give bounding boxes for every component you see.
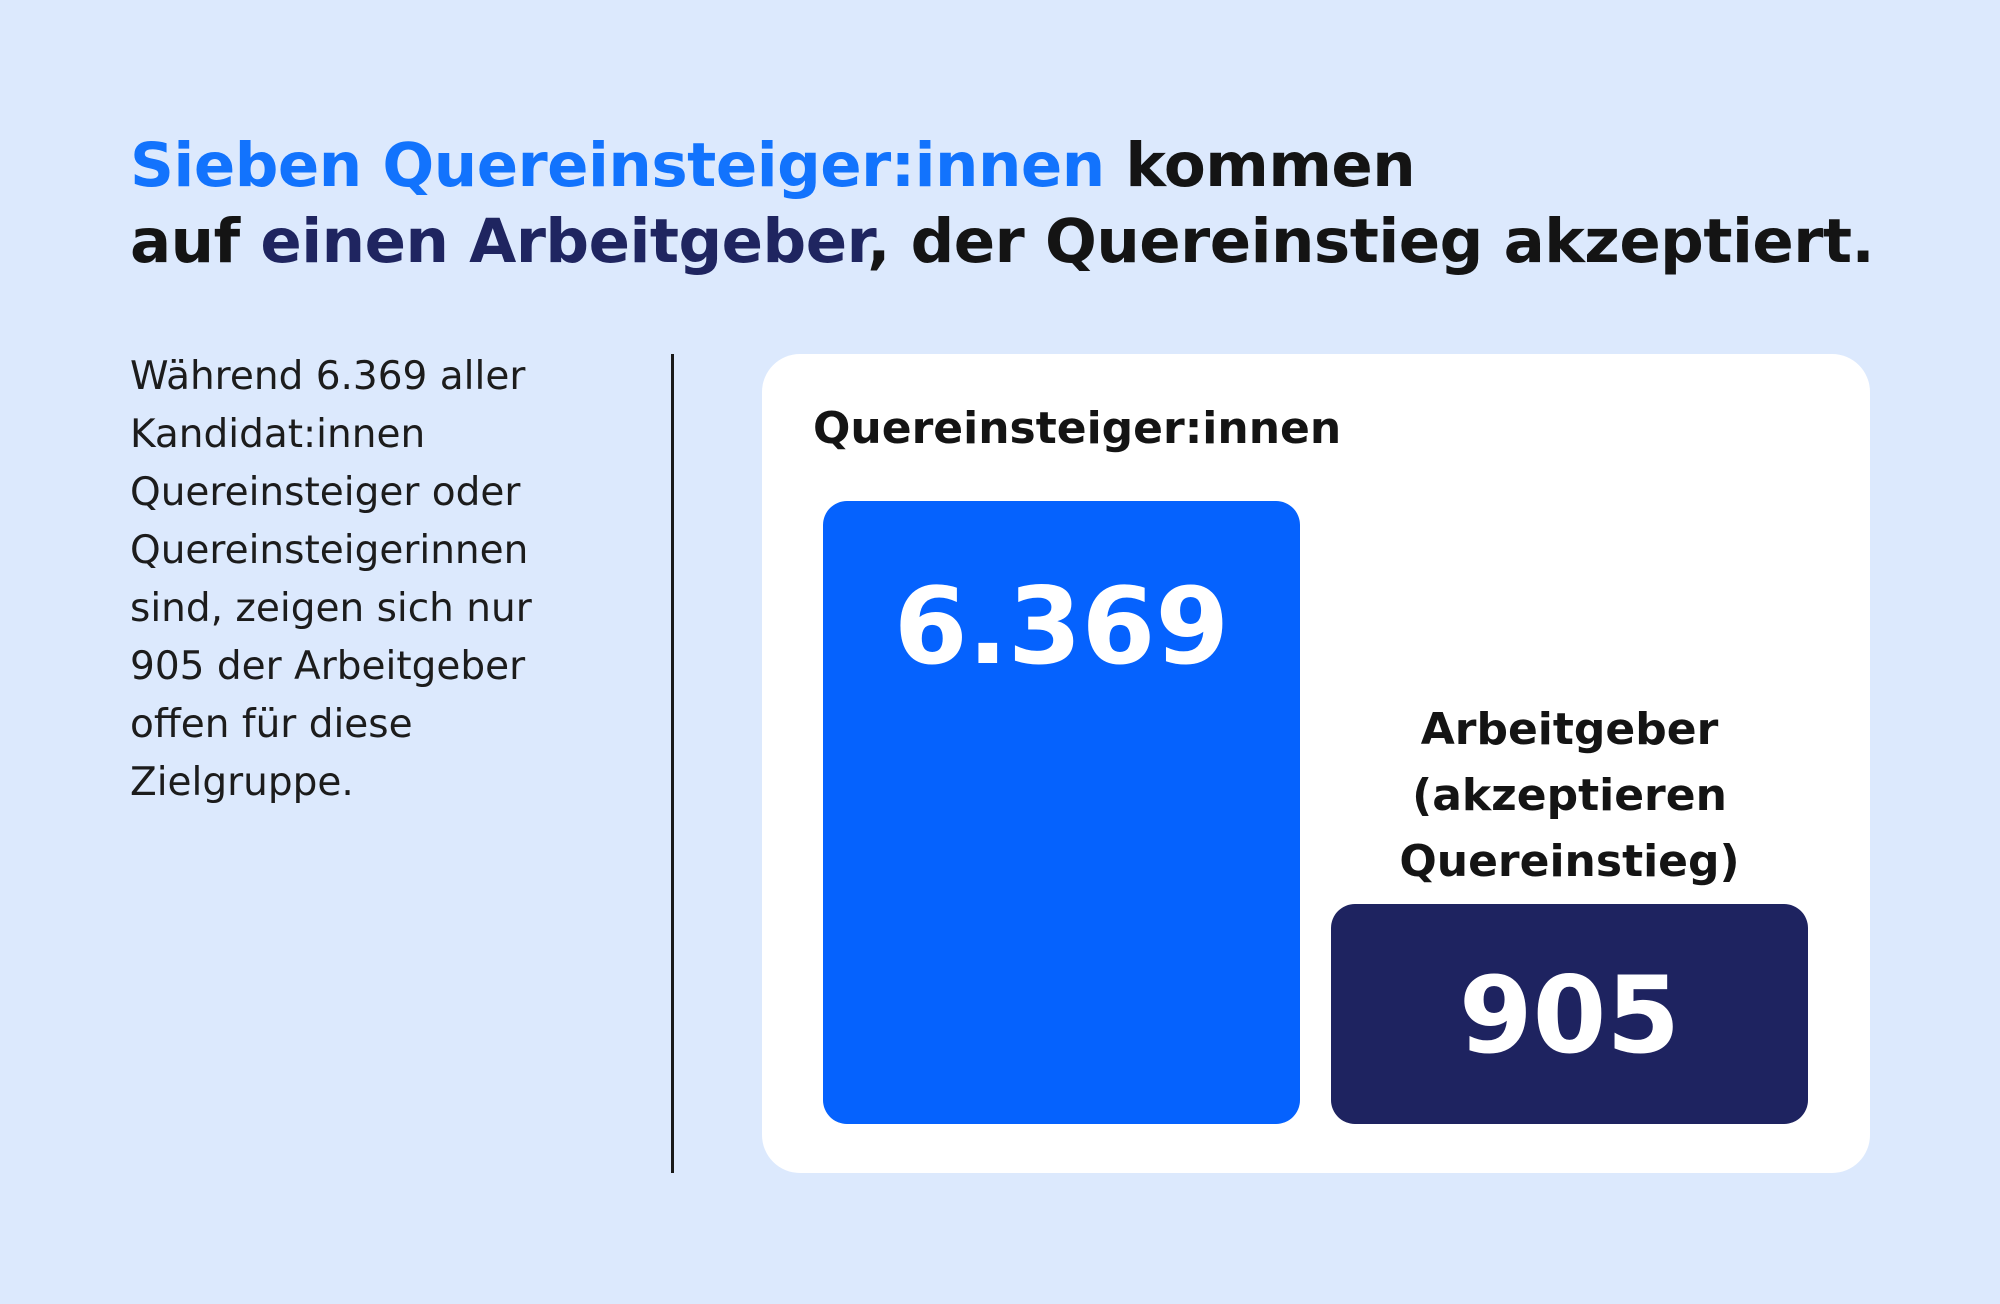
category-label-line: Quereinstieg) [1399,836,1739,887]
headline-text: , der Quereinstieg akzeptiert. [867,206,1875,277]
headline-text: auf [130,206,261,277]
chart-card: 6.369 Quereinsteiger:innen 905 Arbeitgeber (… [762,354,1870,1173]
data-label-candidates: 6.369 [894,565,1229,688]
headline-line-1: Sieben Quereinsteiger:innen kommen [130,128,1930,204]
category-label-line: Arbeitgeber [1421,704,1719,755]
bar-employers [1331,904,1808,1124]
category-label-line: Quereinsteiger:innen [813,403,1341,454]
bar-chart: 6.369 Quereinsteiger:innen 905 Arbeitgeber (… [813,403,1808,1124]
category-label-employers: Arbeitgeber (akzeptieren Quereinstieg) [1399,704,1739,887]
data-label-employers: 905 [1459,954,1680,1077]
headline-line-2: auf einen Arbeitgeber, der Quereinstieg … [130,204,1930,280]
headline: Sieben Quereinsteiger:innen kommen auf e… [130,128,1930,280]
vertical-divider [671,354,674,1173]
headline-highlight-candidates: Sieben Quereinsteiger:innen [130,130,1105,201]
headline-text: kommen [1104,130,1416,201]
category-label-candidates: Quereinsteiger:innen [813,403,1341,454]
headline-highlight-employer: einen Arbeitgeber [260,206,868,277]
description-text: Während 6.369 aller Kandidat:innen Quere… [130,354,532,805]
bar-candidates [823,501,1300,1124]
category-label-line: (akzeptieren [1412,770,1727,821]
